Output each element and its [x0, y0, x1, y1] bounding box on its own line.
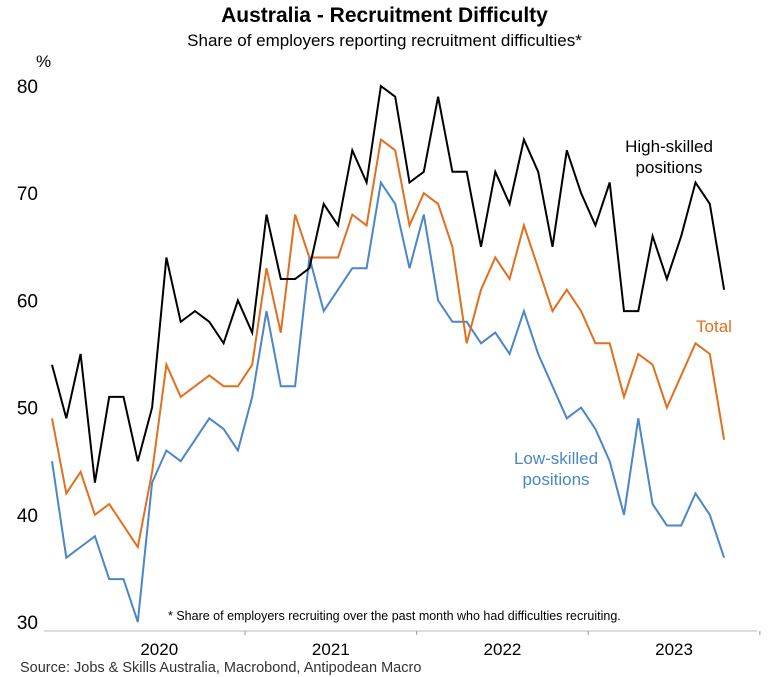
x-tick-label-2021: 2021: [312, 640, 350, 659]
series-label-high-skilled: High-skilled positions: [625, 137, 713, 177]
y-tick-label-60: 60: [17, 291, 38, 312]
y-axis-unit-label: %: [36, 52, 51, 71]
y-tick-label-80: 80: [17, 77, 38, 98]
x-tick-label-2020: 2020: [140, 640, 178, 659]
chart-footnote: * Share of employers recruiting over the…: [168, 609, 621, 623]
series-line-total: [51, 137, 726, 550]
x-tick-label-2022: 2022: [484, 640, 522, 659]
y-tick-label-30: 30: [17, 613, 38, 634]
x-tick-label-2023: 2023: [655, 640, 693, 659]
y-tick-label-70: 70: [17, 184, 38, 205]
series-line-high-skilled: [51, 84, 726, 483]
series-label-total: Total: [696, 317, 732, 336]
series-label-line: positions: [635, 158, 702, 177]
series-line-low-skilled: [51, 179, 726, 623]
series-label-line: Low-skilled: [514, 449, 598, 468]
chart-title: Australia - Recruitment Difficulty: [221, 4, 548, 27]
series-label-line: High-skilled: [625, 137, 713, 156]
y-tick-label-40: 40: [17, 506, 38, 527]
y-tick-label-50: 50: [17, 399, 38, 420]
source-note: Source: Jobs & Skills Australia, Macrobo…: [20, 660, 422, 676]
chart-subtitle: Share of employers reporting recruitment…: [187, 31, 582, 50]
series-label-low-skilled: Low-skilled positions: [514, 449, 598, 489]
series-label-line: positions: [522, 470, 589, 489]
